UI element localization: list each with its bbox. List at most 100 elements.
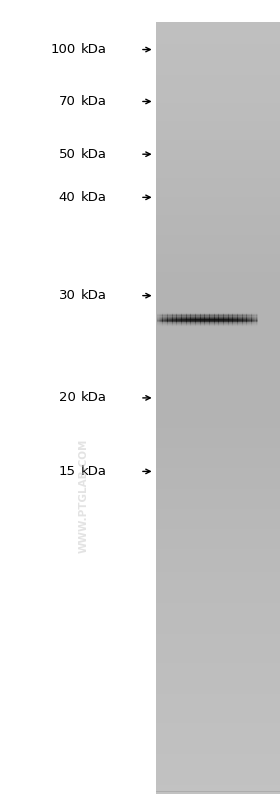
Bar [156,487,280,488]
Bar [156,419,280,420]
Bar [156,158,280,160]
Bar [156,319,280,320]
Bar [156,493,280,495]
Bar [156,655,280,657]
Bar [156,178,280,180]
Bar [156,102,280,104]
Bar [156,451,280,453]
Bar [156,188,280,189]
Bar [156,504,280,506]
Bar [156,276,280,277]
Bar [156,320,280,322]
Bar [156,708,280,710]
Bar [156,753,280,754]
Bar [156,465,280,467]
Bar [156,142,280,145]
Bar [156,254,280,256]
Bar [156,344,280,345]
Bar [156,700,280,702]
Bar [156,260,280,261]
Bar [156,132,280,133]
Bar [156,712,280,714]
Bar [156,309,280,311]
Bar [156,408,280,410]
Bar [156,463,280,465]
Bar [156,773,280,774]
Bar [156,778,280,781]
Bar [156,181,280,183]
Bar [156,225,280,226]
Bar [156,165,280,166]
Bar [156,558,280,559]
Bar [156,218,280,220]
Bar [156,630,280,632]
Bar [156,277,280,279]
Bar [156,598,280,600]
Bar [156,459,280,461]
Bar [156,714,280,715]
Bar [156,559,280,561]
Bar [156,524,280,526]
Bar [156,211,280,213]
Bar [156,322,280,324]
Bar [156,380,280,382]
Bar [156,756,280,757]
Bar [156,541,280,543]
Bar [156,67,280,69]
Bar [156,567,280,569]
Bar [156,642,280,645]
Bar [156,503,280,504]
Bar [156,780,280,782]
Bar [156,147,280,149]
Bar [156,723,280,725]
Bar [156,530,280,532]
Bar [156,646,280,647]
Bar [156,348,280,350]
Bar [156,624,280,626]
Bar [156,342,280,344]
Bar [156,397,280,399]
Bar [156,650,280,652]
Bar [156,95,280,97]
Bar [156,431,280,433]
Bar [156,669,280,670]
Text: 100: 100 [50,43,76,56]
Bar [156,42,280,44]
Bar [156,587,280,589]
Bar [156,263,280,264]
Bar [156,599,280,601]
Bar [156,249,280,251]
Bar [156,733,280,734]
Bar [156,433,280,435]
Bar [156,390,280,392]
Bar [156,233,280,236]
Bar [156,297,280,299]
Bar [156,124,280,125]
Bar [156,205,280,206]
Bar [156,271,280,272]
Bar [156,737,280,738]
Bar [156,607,280,609]
Bar [156,195,280,197]
Bar [156,485,280,487]
Bar [156,442,280,443]
Bar [156,594,280,595]
Bar [156,337,280,339]
Bar [156,301,280,304]
Bar [156,683,280,685]
Bar [156,682,280,683]
Bar [156,360,280,362]
Bar [156,754,280,756]
Text: 70: 70 [59,95,76,108]
Bar [156,562,280,564]
Bar [156,705,280,706]
Bar [156,392,280,395]
Bar [156,644,280,646]
Bar [156,666,280,668]
Bar [156,312,280,314]
Bar [156,385,280,387]
Bar [156,328,280,329]
Bar [156,479,280,481]
Bar [156,192,280,193]
Bar [156,113,280,115]
